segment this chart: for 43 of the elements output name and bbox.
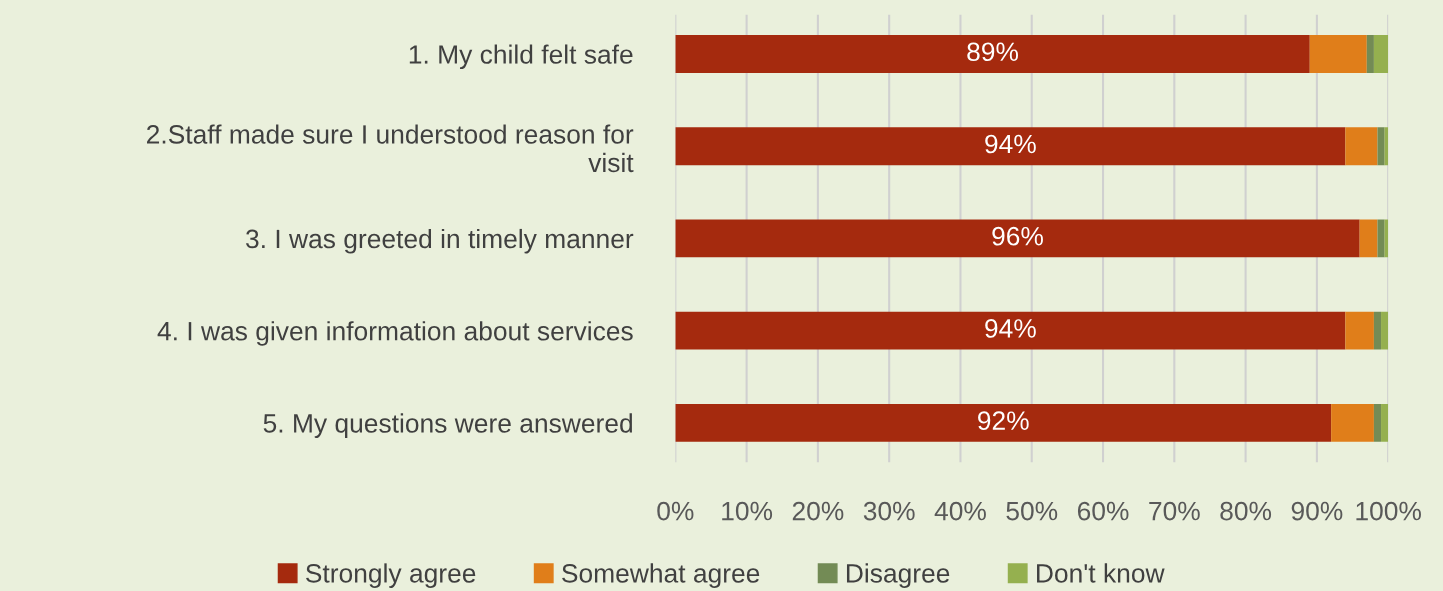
x-tick-label: 40% xyxy=(934,501,986,521)
y-tick-label: 1. My child felt safe xyxy=(409,44,633,70)
bar xyxy=(675,219,1360,258)
y-tick-label: 5. My questions were answered xyxy=(263,413,632,438)
bar xyxy=(675,35,1310,73)
legend-label: Somewhat agree xyxy=(562,563,760,588)
x-tick-label: 10% xyxy=(722,501,773,521)
bar xyxy=(1345,311,1374,350)
x-tick-label: 70% xyxy=(1149,501,1200,521)
x-tick-label: 80% xyxy=(1220,501,1272,521)
bar xyxy=(1373,404,1382,442)
x-tick-label: 60% xyxy=(1077,501,1129,521)
bar xyxy=(675,127,1346,166)
data-label: 89% xyxy=(967,42,1019,62)
legend-label: Disagree xyxy=(846,563,950,588)
bar xyxy=(675,311,1346,350)
x-tick-label: 30% xyxy=(863,501,915,521)
bar xyxy=(1345,127,1378,166)
legend-label: Don't know xyxy=(1037,563,1165,583)
x-tick-label: 100% xyxy=(1356,501,1421,521)
bar xyxy=(1331,404,1374,442)
data-label: 96% xyxy=(992,226,1043,246)
bar xyxy=(1381,404,1389,442)
bar xyxy=(675,404,1332,442)
bar xyxy=(1309,35,1367,73)
x-tick-label: 0% xyxy=(657,501,694,521)
bar xyxy=(1377,219,1385,258)
bar xyxy=(1381,311,1389,350)
data-label: 92% xyxy=(978,411,1029,430)
y-tick-label: 2.Staff made sure I understood reason for visit xyxy=(147,124,634,173)
y-tick-label: 4. I was given information about services xyxy=(157,321,633,346)
x-tick-label: 90% xyxy=(1291,501,1343,521)
data-label: 94% xyxy=(985,134,1036,154)
x-tick-label: 20% xyxy=(792,501,844,521)
data-label: 94% xyxy=(985,319,1036,338)
bar xyxy=(1377,127,1385,166)
bar xyxy=(1373,311,1382,350)
bar xyxy=(1373,35,1389,73)
x-tick-label: 50% xyxy=(1006,501,1058,521)
legend-label: Strongly agree xyxy=(306,563,476,588)
bar xyxy=(1366,35,1374,73)
y-tick-label: 3. I was greeted in timely manner xyxy=(246,228,634,254)
bar xyxy=(1359,219,1378,258)
